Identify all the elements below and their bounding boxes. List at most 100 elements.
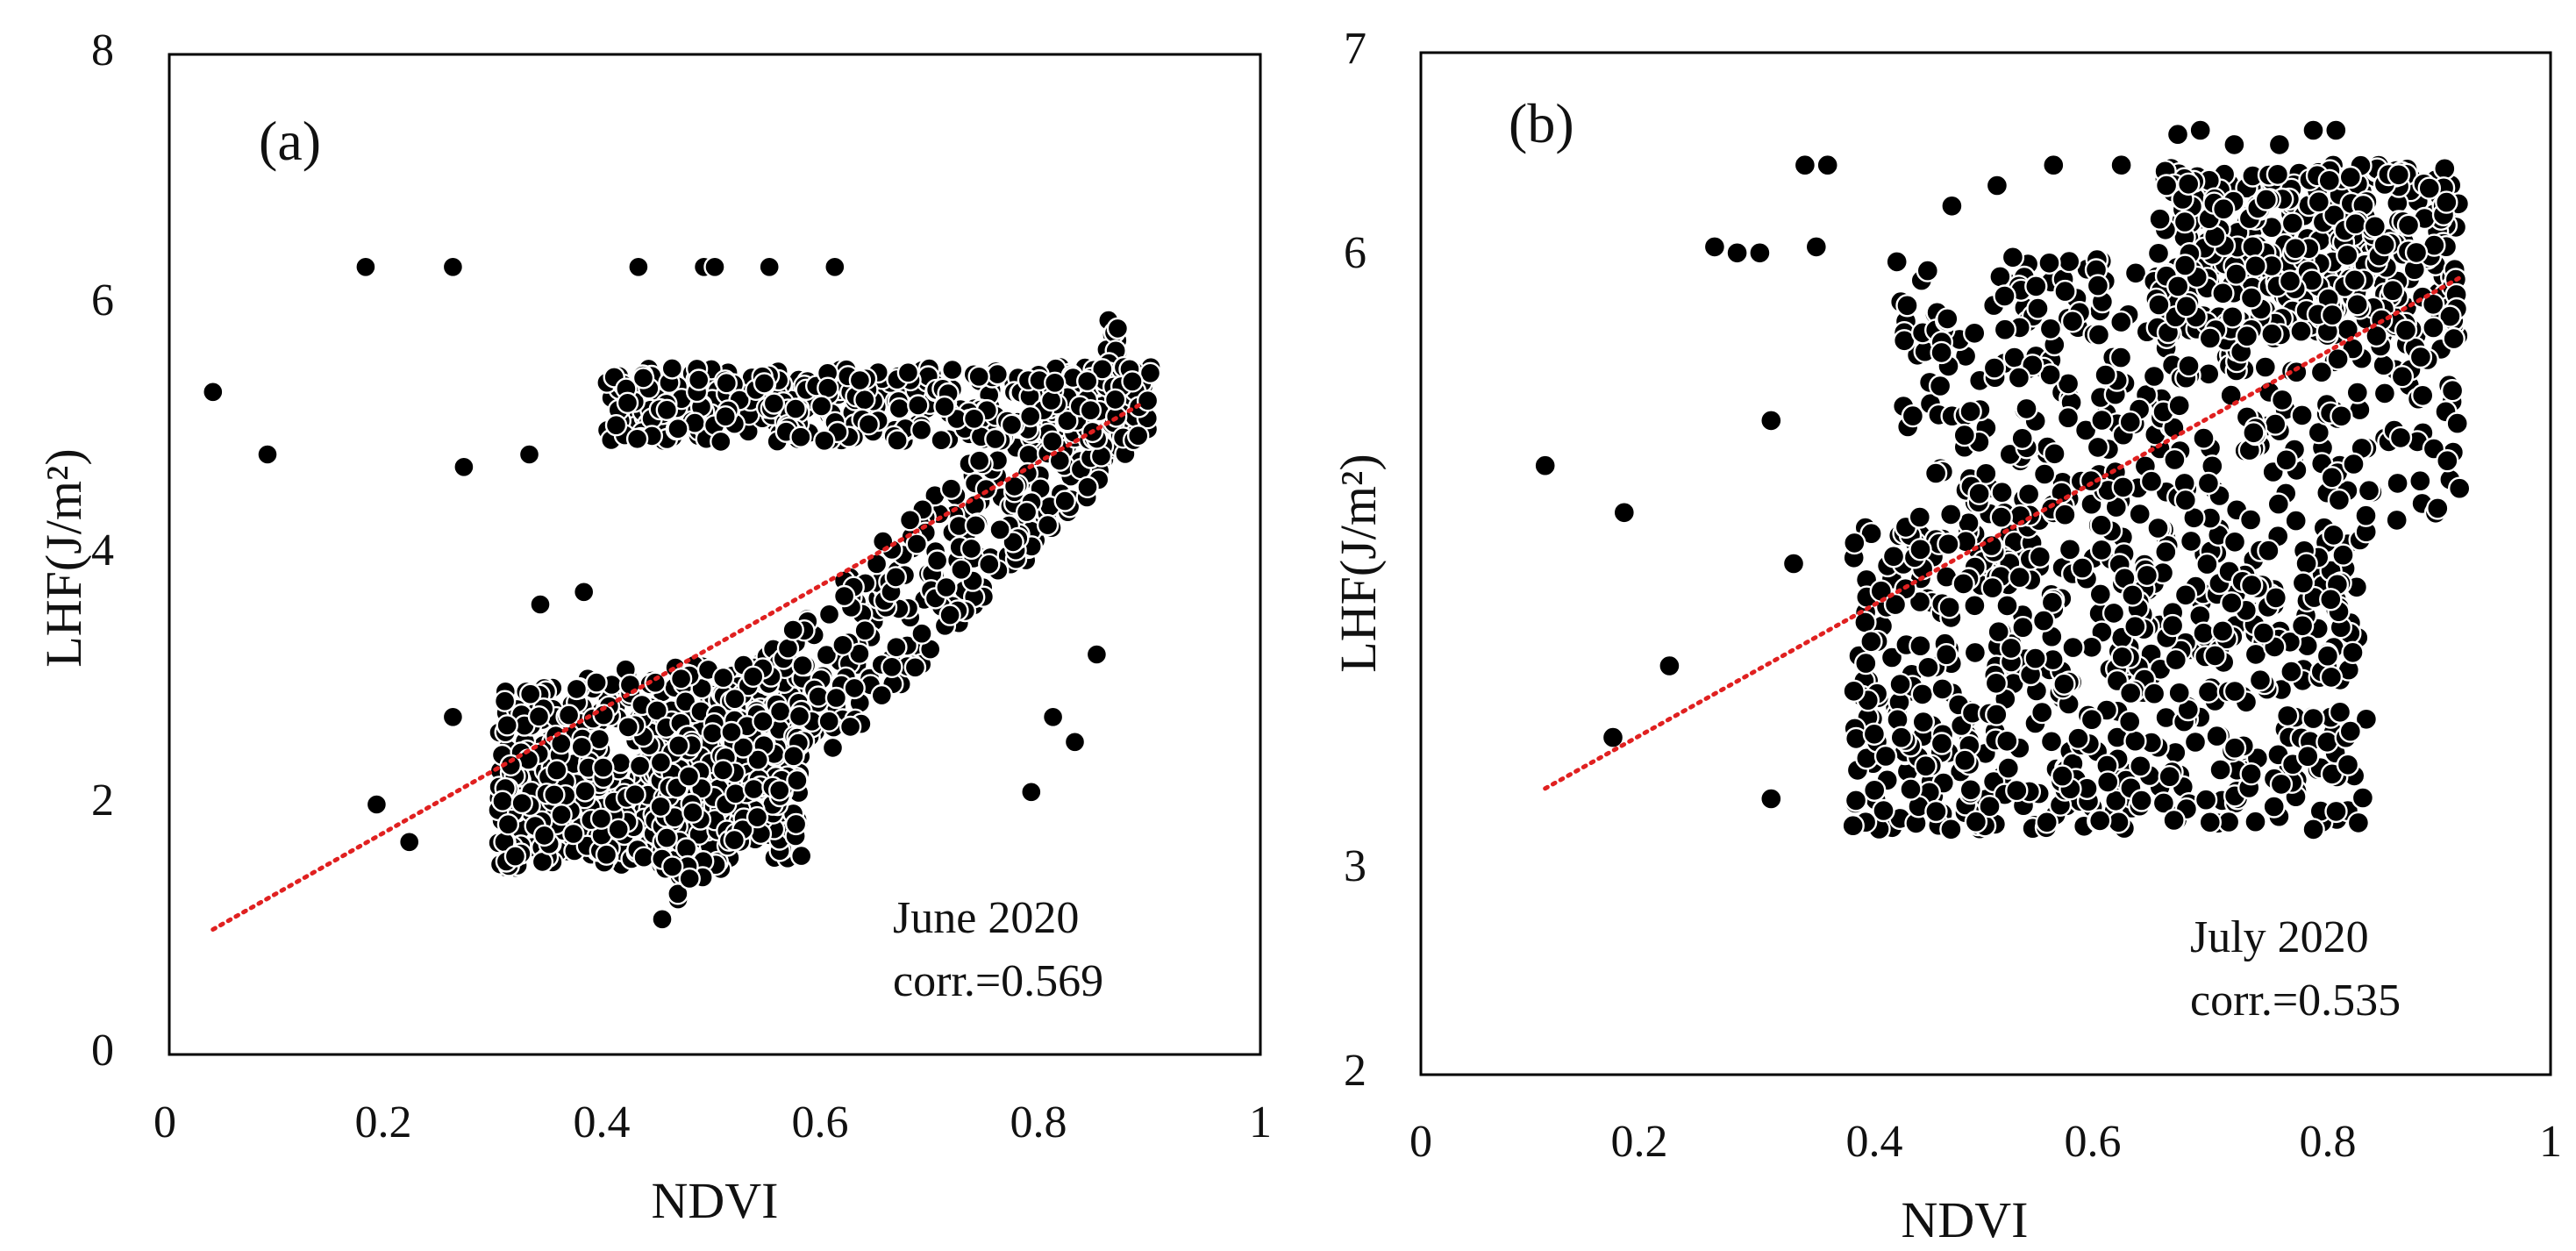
panel-a: 0 2 4 6 8 0 0.2 0.4 0.6 0.8 1 NDVI LHF(J… [35, 25, 1272, 1229]
scatter-point [1914, 754, 1937, 778]
scatter-point [2117, 710, 2142, 733]
scatter-point [2283, 237, 2308, 261]
scatter-point [632, 846, 655, 869]
scatter-point [935, 575, 958, 599]
scatter-point [1963, 640, 1987, 665]
scatter-point [2354, 504, 2378, 527]
scatter-point [1883, 592, 1908, 617]
scatter-point [2440, 379, 2465, 403]
scatter-point [441, 255, 465, 278]
scatter-point [678, 867, 701, 890]
scatter-point [885, 636, 908, 659]
scatter-point [2090, 408, 2114, 432]
scatter-point [2251, 621, 2276, 645]
scatter-point [2166, 275, 2190, 298]
scatter-point [781, 618, 804, 641]
scatter-point [2196, 680, 2221, 704]
scatter-point [649, 795, 672, 819]
scatter-point [1076, 475, 1099, 498]
scatter-point [758, 255, 781, 278]
scatter-point [2404, 240, 2429, 265]
scatter-point [2322, 523, 2345, 547]
scatter-point [493, 690, 517, 712]
scatter-point [2210, 619, 2235, 643]
scatter-point [2263, 412, 2287, 436]
scatter-point [2223, 132, 2246, 157]
scatter-point [2094, 363, 2117, 387]
scatter-point [1039, 389, 1063, 412]
scatter-point [2324, 799, 2348, 824]
scatter-point [2317, 168, 2342, 193]
scatter-point [624, 783, 646, 806]
scatter-point [256, 443, 279, 466]
scatter-point [2330, 404, 2353, 428]
scatter-point [2163, 447, 2187, 472]
scatter-point [742, 777, 766, 801]
scatter-point [655, 826, 678, 849]
scatter-point [2123, 615, 2147, 639]
scatter-point [2173, 254, 2197, 277]
scatter-point [202, 381, 225, 404]
scatter-point [1885, 250, 1909, 274]
scatter-point [1899, 777, 1923, 801]
scatter-point [2373, 382, 2397, 405]
scatter-point [1909, 538, 1932, 561]
scatter-point [2221, 305, 2244, 329]
scatter-point [1854, 651, 1878, 676]
scatter-point [2146, 241, 2171, 265]
scatter-point [907, 394, 930, 417]
y-tick-label: 2 [1344, 1046, 1366, 1096]
scatter-point [786, 768, 809, 792]
scatter-point [2173, 488, 2198, 512]
scatter-point [604, 414, 628, 437]
scatter-point [2238, 508, 2263, 532]
scatter-point [782, 745, 805, 768]
scatter-point [2166, 122, 2190, 147]
scatter-point [1841, 814, 1865, 838]
scatter-point [1136, 390, 1160, 412]
scatter-point [1759, 787, 1783, 811]
scatter-point [1952, 572, 1975, 596]
scatter-point [1041, 705, 1065, 728]
x-tick-label: 1 [1249, 1097, 1272, 1147]
y-axis-label: LHF(J/m²) [35, 448, 92, 667]
scatter-point [2291, 571, 2316, 595]
scatter-point [1996, 756, 2021, 780]
scatter-point [710, 430, 732, 454]
scatter-point [2192, 621, 2216, 645]
scatter-point [831, 633, 854, 656]
scatter-point [2328, 700, 2352, 724]
scatter-point [2244, 254, 2267, 278]
scatter-point [2024, 275, 2048, 298]
scatter-point [848, 368, 872, 392]
scatter-point [1967, 482, 1991, 505]
scatter-point [2346, 811, 2371, 835]
scatter-point [2422, 316, 2445, 340]
scatter-point [1964, 810, 1988, 833]
scatter-point [2301, 118, 2325, 142]
scatter-point [2211, 197, 2236, 221]
scatter-point [592, 756, 615, 779]
scatter-point [941, 358, 964, 382]
scatter-point [1018, 404, 1042, 428]
scatter-point [2278, 269, 2302, 293]
scatter-point [2372, 354, 2395, 377]
annotation-date: July 2020 [2190, 912, 2369, 962]
scatter-point [2351, 786, 2375, 810]
scatter-point [2253, 355, 2278, 379]
scatter-point [2386, 471, 2409, 496]
scatter-point [2388, 425, 2413, 450]
scatter-point [910, 418, 933, 441]
scatter-point [824, 255, 846, 278]
scatter-point [2177, 354, 2201, 378]
scatter-point [703, 255, 726, 278]
scatter-point [1940, 194, 1964, 218]
scatter-point [519, 683, 542, 705]
scatter-point [1953, 748, 1977, 772]
x-axis-label: NDVI [1902, 1191, 2029, 1248]
scatter-point [1091, 358, 1114, 381]
scatter-point [491, 790, 514, 812]
scatter-point [2196, 362, 2221, 386]
y-tick-label: 8 [91, 25, 114, 75]
scatter-point [496, 813, 520, 836]
